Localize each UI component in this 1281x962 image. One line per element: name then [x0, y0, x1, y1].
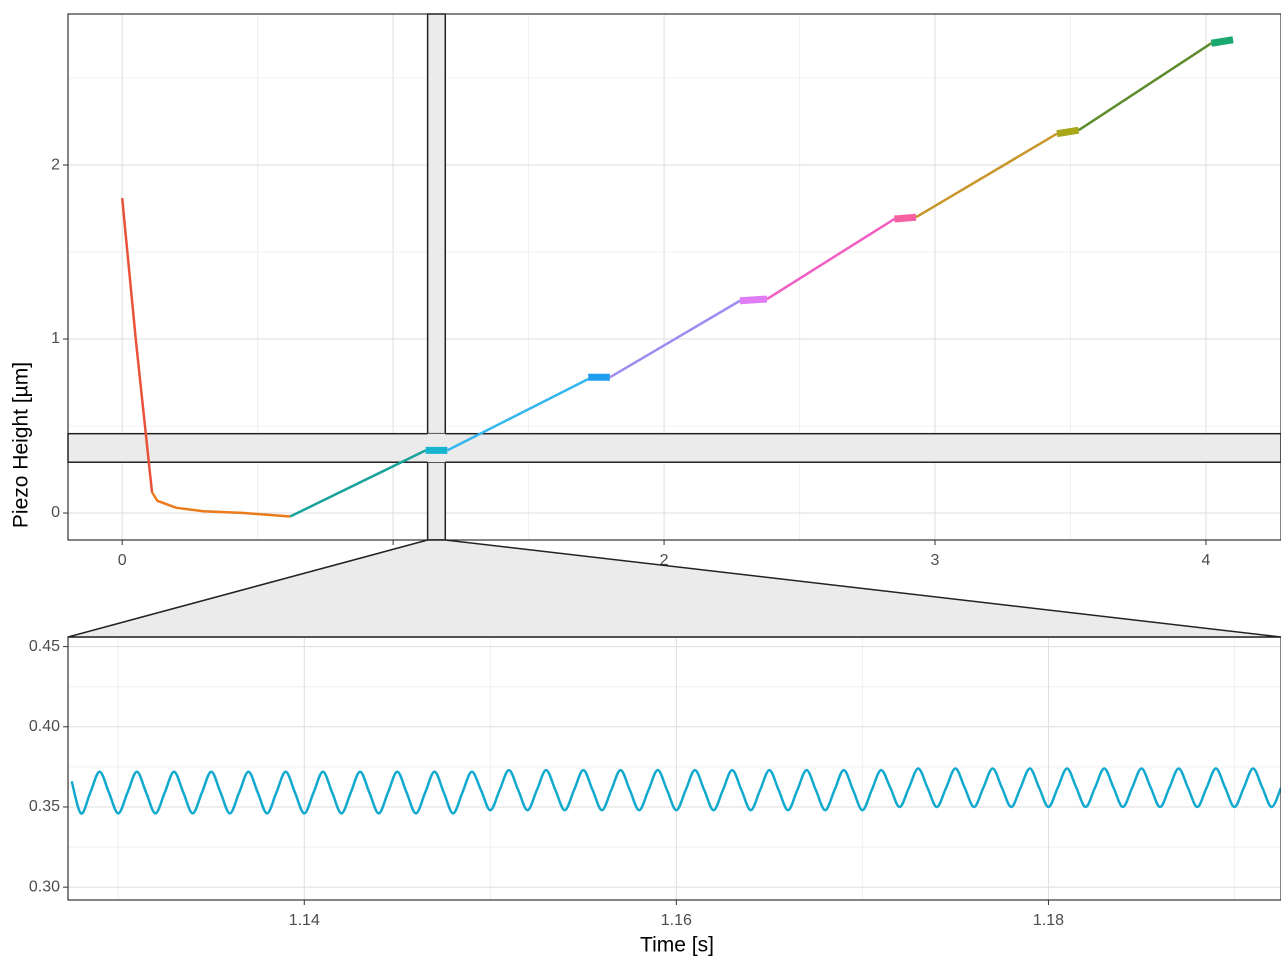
series-line — [1077, 42, 1213, 132]
series-line — [915, 132, 1058, 219]
y-tick-label: 0.40 — [29, 718, 60, 735]
data — [70, 36, 1281, 815]
series-line — [70, 767, 1281, 815]
y-tick-label: 0 — [51, 504, 60, 521]
x-tick-label: 0 — [118, 552, 127, 569]
zoom-band-y — [67, 432, 1281, 463]
series-line — [739, 295, 768, 305]
series-group — [70, 767, 1281, 815]
series-line — [766, 217, 896, 301]
y-tick-label: 1 — [51, 330, 60, 347]
x-tick-label: 3 — [931, 552, 940, 569]
series-line — [289, 449, 427, 518]
x-tick-label: 2 — [660, 552, 669, 569]
series-line — [150, 491, 291, 518]
zoom-connector — [67, 539, 1281, 638]
frames: 012340121.141.161.180.300.350.400.45 — [29, 13, 1281, 929]
x-tick-label: 1.16 — [661, 912, 692, 929]
series-line — [609, 299, 741, 379]
panel-background — [68, 637, 1281, 900]
y-tick-label: 0.45 — [29, 638, 60, 655]
x-tick-label: 1.18 — [1033, 912, 1064, 929]
y-tick-label: 0.30 — [29, 878, 60, 895]
y-axis-title: Piezo Height [µm] — [10, 362, 33, 528]
series-line — [894, 213, 917, 223]
x-tick-label: 1.14 — [289, 912, 320, 929]
y-tick-label: 2 — [51, 156, 60, 173]
series-group — [120, 36, 1234, 518]
series-line — [120, 197, 154, 493]
panel-border — [67, 13, 1281, 541]
y-tick-label: 0.35 — [29, 798, 60, 815]
x-tick-label: 4 — [1201, 552, 1210, 569]
series-line — [1210, 36, 1234, 47]
series-line — [446, 377, 589, 452]
x-axis-title: Time [s] — [640, 934, 714, 957]
series-line — [1056, 126, 1080, 138]
